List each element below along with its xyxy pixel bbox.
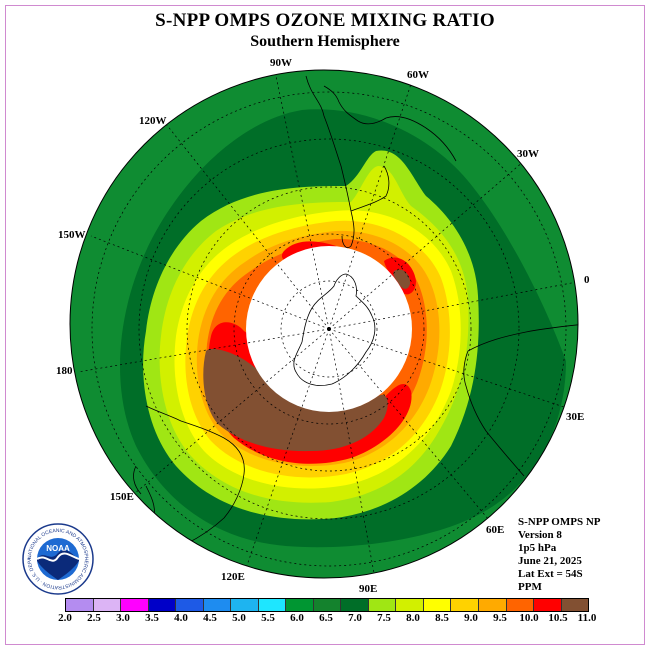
colorbar-cell	[148, 599, 177, 611]
colorbar-tick-label: 8.5	[435, 612, 449, 624]
colorbar-tick-label: 10.0	[519, 612, 539, 624]
lon-label-180: 180	[56, 365, 73, 377]
lon-label-30e: 30E	[566, 411, 584, 423]
colorbar-tick-label: 7.5	[377, 612, 391, 624]
polar-map: 90W 60W 120W 30W 150W 0 180 30E 150E 60E…	[56, 57, 590, 595]
info-unit: PPM	[518, 581, 542, 593]
colorbar-cell	[368, 599, 397, 611]
colorbar-cell	[478, 599, 507, 611]
lon-label-60e: 60E	[486, 524, 504, 536]
colorbar-cell	[286, 599, 314, 611]
lon-label-120e: 120E	[221, 571, 245, 583]
colorbar-tick-label: 2.0	[58, 612, 72, 624]
colorbar-tick-label: 8.0	[406, 612, 420, 624]
colorbar-tick-label: 9.0	[464, 612, 478, 624]
africa-coast	[463, 323, 578, 477]
info-instrument: S-NPP OMPS NP	[518, 516, 601, 528]
colorbar-cell	[313, 599, 342, 611]
lon-label-30w: 30W	[517, 148, 539, 160]
info-lat-extent: Lat Ext = 54S	[518, 568, 583, 580]
south-pole-marker	[327, 327, 331, 331]
colorbar-cell	[121, 599, 149, 611]
logo-label: NOAA	[46, 544, 70, 553]
colorbar-tick-label: 2.5	[87, 612, 101, 624]
colorbar-cell	[258, 599, 287, 611]
lon-label-90w: 90W	[270, 57, 292, 69]
lon-label-150w: 150W	[58, 229, 86, 241]
colorbar	[65, 598, 589, 612]
lon-label-60w: 60W	[407, 69, 429, 81]
info-pressure: 1p5 hPa	[518, 542, 557, 554]
colorbar-cell	[231, 599, 259, 611]
colorbar-cell	[534, 599, 562, 611]
colorbar-cell	[66, 599, 94, 611]
colorbar-tick-label: 6.5	[319, 612, 333, 624]
lon-label-150e: 150E	[110, 491, 134, 503]
lon-label-90e: 90E	[359, 583, 377, 595]
colorbar-cell	[176, 599, 204, 611]
colorbar-tick-label: 6.0	[290, 612, 304, 624]
colorbar-cell	[423, 599, 452, 611]
colorbar-tick-label: 3.0	[116, 612, 130, 624]
colorbar-cell	[396, 599, 424, 611]
figure-frame: S-NPP OMPS OZONE MIXING RATIO Southern H…	[5, 5, 645, 645]
colorbar-tick-label: 4.0	[174, 612, 188, 624]
colorbar-cell	[506, 599, 535, 611]
south-america-coast	[305, 75, 457, 249]
lon-label-0: 0	[584, 274, 590, 286]
colorbar-tick-label: 4.5	[203, 612, 217, 624]
map-title: S-NPP OMPS OZONE MIXING RATIO	[155, 10, 495, 31]
metadata-block: S-NPP OMPS NP Version 8 1p5 hPa June 21,…	[518, 516, 601, 594]
info-date: June 21, 2025	[518, 555, 582, 567]
colorbar-tick-label: 5.0	[232, 612, 246, 624]
colorbar-cell	[451, 599, 479, 611]
map-boundary	[69, 69, 579, 579]
band-brown-east	[393, 269, 411, 289]
colorbar-cell	[341, 599, 369, 611]
colorbar-tick-label: 7.0	[348, 612, 362, 624]
colorbar-ticks: 2.0 2.5 3.0 3.5 4.0 4.5 5.0 5.5 6.0 6.5 7.0 7.5 8.0 8…	[58, 612, 596, 626]
graticule	[77, 75, 578, 578]
lon-label-120w: 120W	[139, 115, 167, 127]
noaa-logo: NATIONAL OCEANIC AND ATMOSPHERIC ADMINIS…	[22, 523, 94, 595]
colorbar-tick-label: 5.5	[261, 612, 275, 624]
colorbar-tick-label: 10.5	[548, 612, 568, 624]
colorbar-cell	[93, 599, 122, 611]
coastlines	[133, 75, 578, 547]
colorbar-tick-label: 11.0	[577, 612, 597, 624]
map-subtitle: Southern Hemisphere	[250, 33, 400, 50]
info-version: Version 8	[518, 529, 562, 541]
colorbar-tick-label: 3.5	[145, 612, 159, 624]
colorbar-cell	[561, 599, 589, 611]
colorbar-tick-label: 9.5	[493, 612, 507, 624]
ozone-field	[70, 70, 578, 578]
antarctica-coast	[293, 273, 376, 386]
colorbar-cell	[203, 599, 232, 611]
